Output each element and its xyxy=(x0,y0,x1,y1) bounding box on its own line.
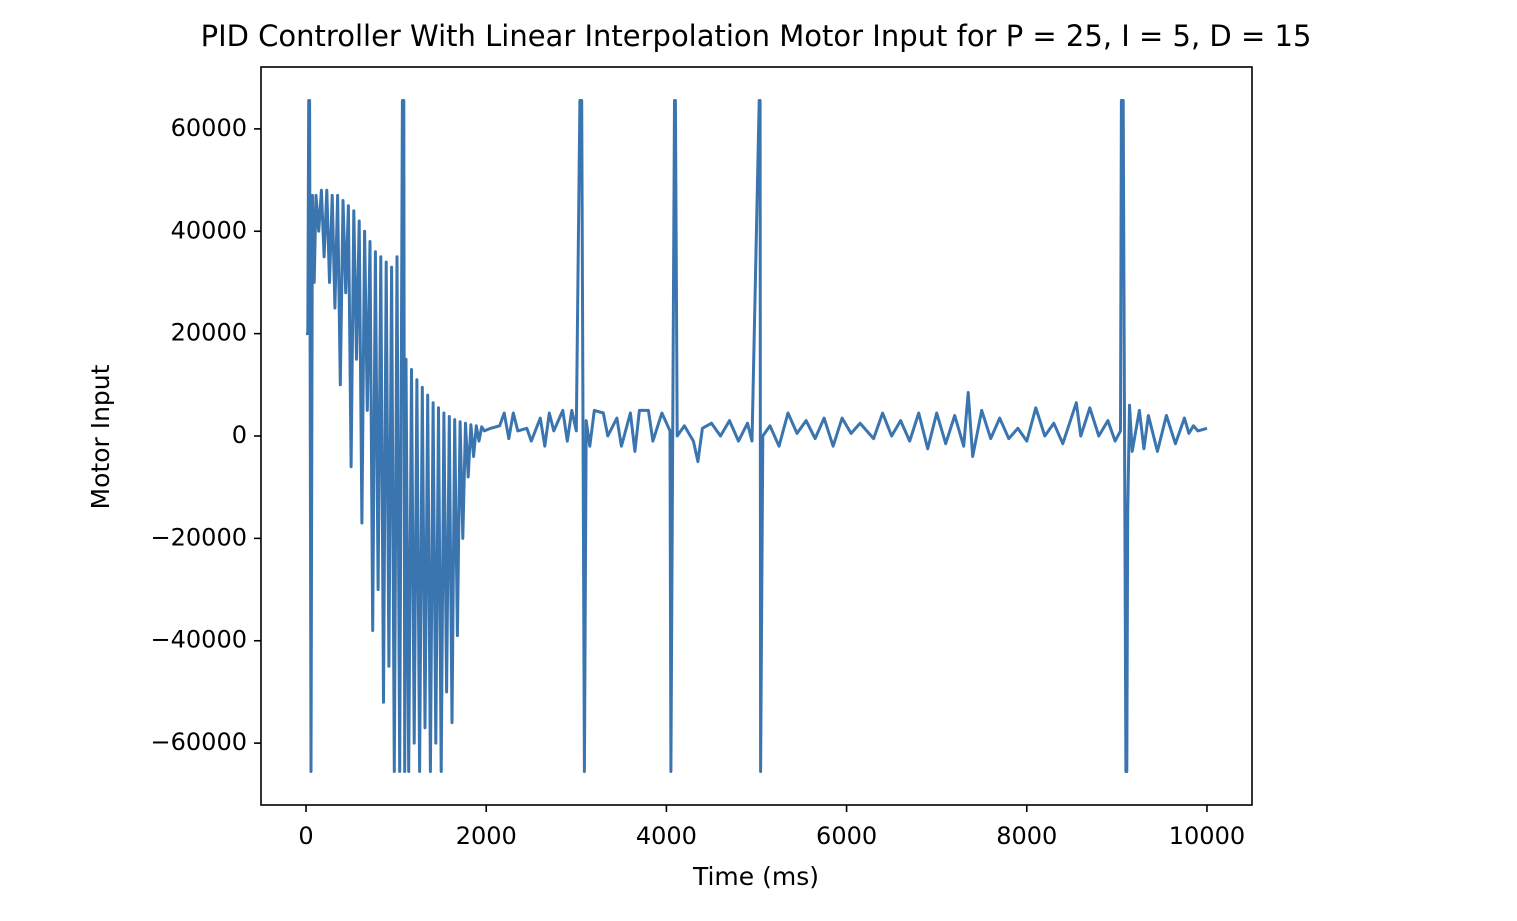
data-line xyxy=(306,99,1208,773)
x-tick-label: 8000 xyxy=(996,822,1057,850)
x-tick-label: 6000 xyxy=(816,822,877,850)
y-tick-label: −60000 xyxy=(151,728,247,756)
y-axis-label: Motor Input xyxy=(86,364,115,509)
chart-title: PID Controller With Linear Interpolation… xyxy=(201,19,1312,53)
x-tick-label: 0 xyxy=(298,822,313,850)
x-tick-label: 4000 xyxy=(636,822,697,850)
x-axis-label: Time (ms) xyxy=(692,862,819,891)
y-tick-label: 20000 xyxy=(171,319,247,347)
plot-frame xyxy=(260,66,1253,806)
y-tick-label: −40000 xyxy=(151,626,247,654)
x-tick-label: 2000 xyxy=(456,822,517,850)
x-tick-label: 10000 xyxy=(1169,822,1245,850)
y-tick-label: 60000 xyxy=(171,114,247,142)
y-tick-label: 0 xyxy=(232,421,247,449)
y-tick-label: −20000 xyxy=(151,523,247,551)
y-tick-label: 40000 xyxy=(171,216,247,244)
